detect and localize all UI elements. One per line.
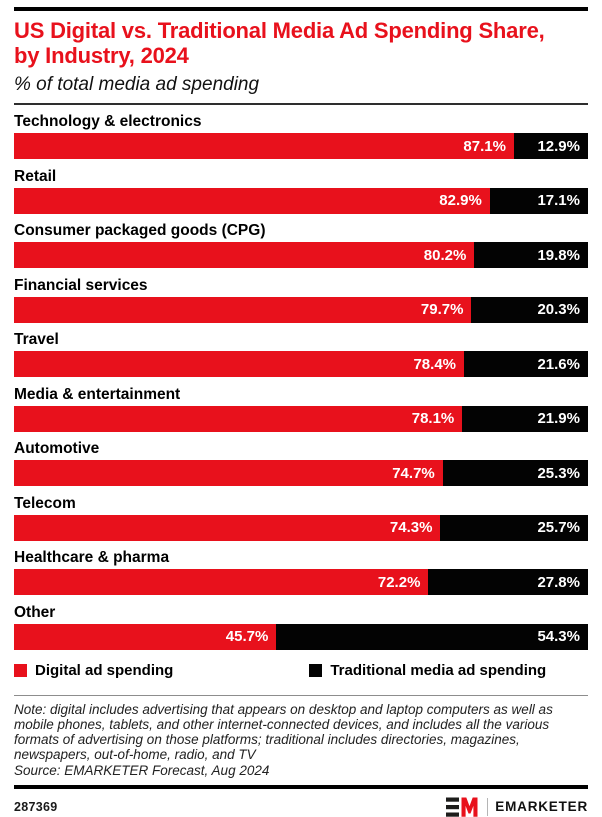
traditional-bar-segment: 27.8% [428, 569, 588, 595]
stacked-bar: 78.1% 21.9% [14, 405, 588, 432]
traditional-value-label: 21.6% [537, 355, 580, 373]
digital-value-label: 74.3% [389, 519, 433, 536]
stacked-bar: 80.2% 19.8% [14, 242, 588, 268]
chart-container: US Digital vs. Traditional Media Ad Spen… [0, 7, 602, 817]
digital-bar-segment: 78.4% [14, 351, 465, 377]
traditional-value-label: 20.3% [537, 301, 580, 318]
note-divider [14, 694, 588, 696]
digital-value-label: 45.7% [225, 628, 269, 645]
traditional-bar-segment: 17.1% [489, 187, 588, 214]
bar-row: Financial services 79.7% 20.3% [14, 275, 588, 323]
bar-row: Technology & electronics 87.1% 12.9% [14, 111, 588, 159]
digital-bar-segment: 72.2% [14, 569, 429, 595]
digital-bar-segment: 87.1% [14, 133, 514, 159]
traditional-bar-segment: 20.3% [471, 296, 588, 323]
traditional-bar-segment: 19.8% [474, 242, 588, 268]
header-divider [14, 103, 588, 105]
chart-id: 287369 [14, 799, 58, 814]
digital-value-label: 79.7% [420, 301, 464, 318]
em-monogram-icon [446, 797, 478, 817]
digital-value-label: 82.9% [439, 192, 482, 209]
digital-value-label: 74.7% [392, 464, 435, 482]
traditional-bar-segment: 21.6% [464, 351, 588, 377]
traditional-bar-segment: 54.3% [276, 623, 588, 650]
digital-value-label: 80.2% [423, 246, 467, 264]
digital-bar-segment: 78.1% [14, 405, 463, 432]
emarketer-logo: EMARKETER [446, 797, 588, 817]
digital-value-label: 72.2% [377, 573, 421, 591]
legend-label-traditional: Traditional media ad spending [330, 661, 547, 679]
digital-bar-segment: 79.7% [14, 296, 472, 323]
bar-row: Telecom 74.3% 25.7% [14, 493, 588, 541]
category-label: Travel [14, 331, 59, 348]
stacked-bar: 79.7% 20.3% [14, 296, 588, 323]
traditional-value-label: 17.1% [537, 192, 580, 209]
traditional-value-label: 25.7% [537, 519, 580, 536]
digital-swatch-icon [14, 663, 27, 677]
legend: Digital ad spending Traditional media ad… [14, 662, 588, 679]
category-label: Other [14, 603, 56, 621]
footer: 287369 EMARKETER [14, 797, 588, 817]
category-label: Automotive [14, 440, 100, 457]
traditional-value-label: 54.3% [537, 628, 580, 645]
digital-value-label: 78.1% [411, 410, 455, 427]
bar-row: Retail 82.9% 17.1% [14, 166, 588, 214]
stacked-bar: 82.9% 17.1% [14, 187, 588, 214]
brand-wordmark: EMARKETER [495, 799, 588, 815]
digital-bar-segment: 74.7% [14, 460, 443, 486]
stacked-bar: 45.7% 54.3% [14, 623, 588, 650]
stacked-bar: 78.4% 21.6% [14, 351, 588, 377]
category-label: Media & entertainment [14, 385, 181, 403]
note-block: Note: digital includes advertising that … [14, 702, 588, 778]
traditional-value-label: 12.9% [537, 137, 580, 155]
traditional-value-label: 27.8% [537, 573, 580, 591]
stacked-bar: 87.1% 12.9% [14, 133, 588, 159]
source-text: Source: EMARKETER Forecast, Aug 2024 [14, 762, 270, 778]
digital-bar-segment: 45.7% [14, 623, 277, 650]
traditional-bar-segment: 25.3% [442, 460, 588, 486]
traditional-swatch-icon [309, 663, 323, 677]
bar-row: Media & entertainment 78.1% 21.9% [14, 384, 588, 432]
digital-bar-segment: 82.9% [14, 187, 490, 214]
category-label: Healthcare & pharma [14, 549, 170, 566]
bar-row: Consumer packaged goods (CPG) 80.2% 19.8… [14, 220, 588, 268]
category-label: Consumer packaged goods (CPG) [14, 222, 266, 239]
bar-row: Healthcare & pharma 72.2% 27.8% [14, 547, 588, 595]
traditional-value-label: 19.8% [537, 246, 580, 264]
note-text: Note: digital includes advertising that … [14, 701, 553, 763]
traditional-value-label: 21.9% [537, 410, 580, 427]
digital-bar-segment: 80.2% [14, 242, 475, 268]
page-title: US Digital vs. Traditional Media Ad Spen… [14, 18, 545, 68]
bar-row: Travel 78.4% 21.6% [14, 329, 588, 377]
traditional-bar-segment: 25.7% [440, 514, 588, 541]
legend-item-traditional: Traditional media ad spending [309, 662, 546, 679]
traditional-value-label: 25.3% [537, 464, 580, 482]
legend-label-digital: Digital ad spending [35, 661, 174, 679]
legend-item-digital: Digital ad spending [14, 662, 173, 679]
stacked-bar: 74.7% 25.3% [14, 460, 588, 486]
traditional-bar-segment: 12.9% [513, 133, 588, 159]
bottom-rule [14, 784, 588, 789]
digital-value-label: 87.1% [463, 137, 506, 155]
category-label: Financial services [14, 276, 148, 294]
category-label: Technology & electronics [14, 113, 202, 130]
traditional-bar-segment: 21.9% [462, 405, 588, 432]
digital-value-label: 78.4% [413, 355, 457, 373]
bar-rows: Technology & electronics 87.1% 12.9% Ret… [14, 111, 588, 650]
category-label: Telecom [14, 494, 76, 512]
stacked-bar: 72.2% 27.8% [14, 569, 588, 595]
bar-row: Automotive 74.7% 25.3% [14, 438, 588, 486]
top-rule [14, 7, 588, 11]
digital-bar-segment: 74.3% [14, 514, 441, 541]
category-label: Retail [14, 167, 57, 185]
chart-subtitle: % of total media ad spending [14, 74, 260, 95]
stacked-bar: 74.3% 25.7% [14, 514, 588, 541]
bar-row: Other 45.7% 54.3% [14, 602, 588, 650]
